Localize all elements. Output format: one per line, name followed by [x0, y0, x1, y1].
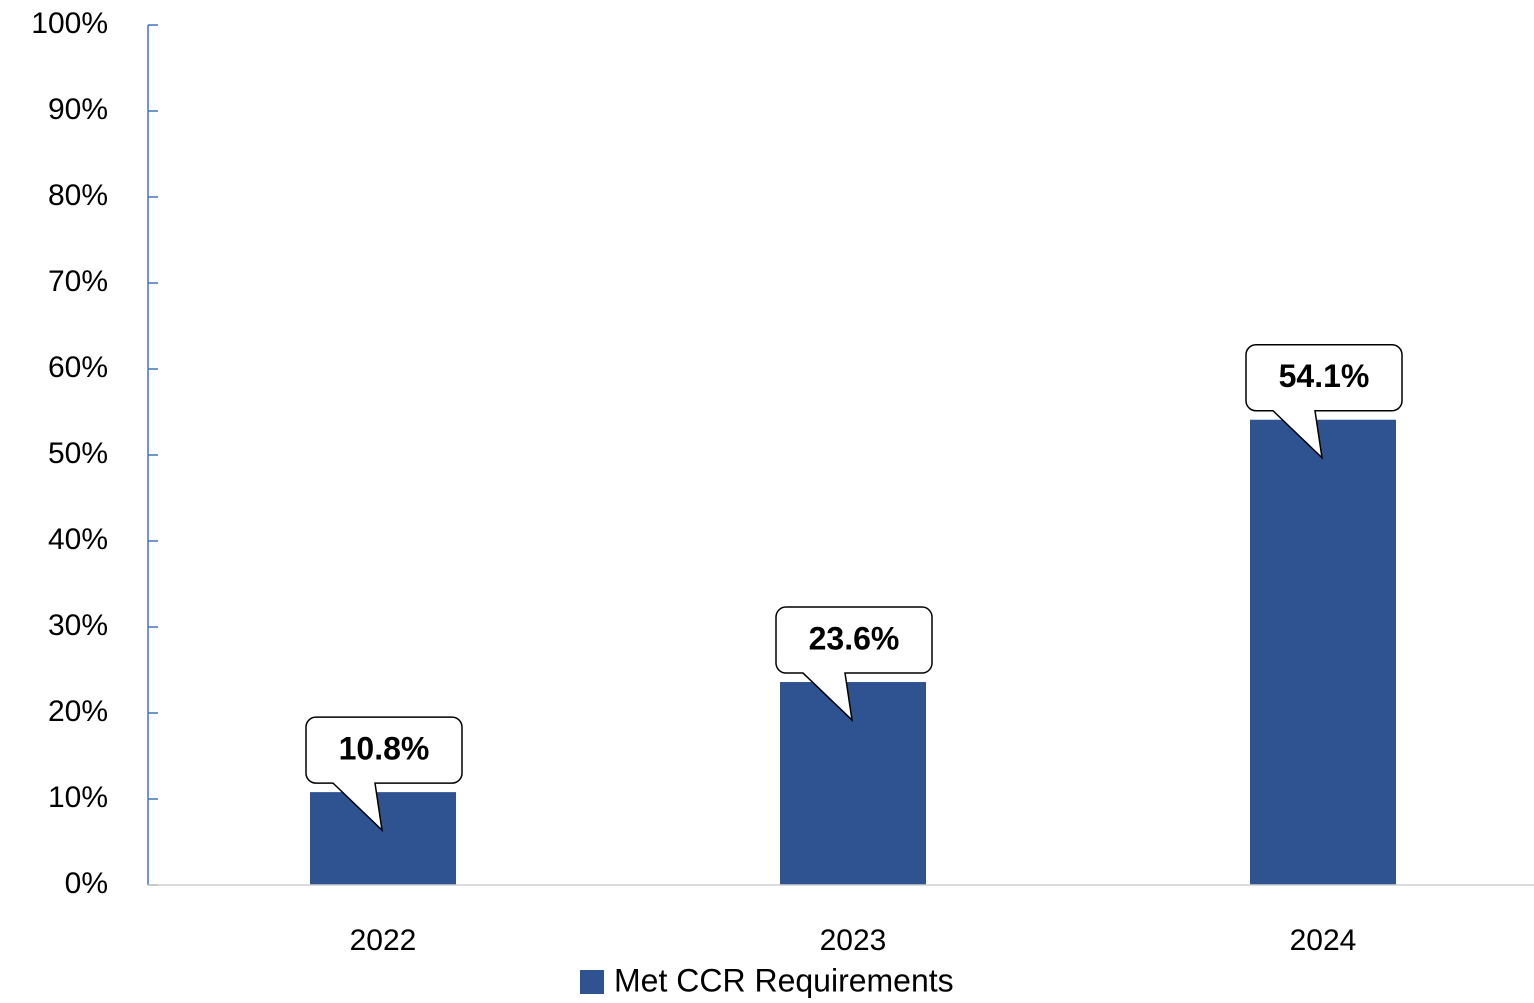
y-tick-label: 60% — [48, 351, 108, 384]
bar — [310, 792, 456, 885]
x-tick-label: 2024 — [1290, 924, 1357, 957]
callout — [305, 716, 463, 833]
callout — [775, 606, 933, 723]
y-tick-label: 90% — [48, 93, 108, 126]
y-tick-label: 100% — [31, 7, 108, 40]
x-tick-label: 2022 — [350, 924, 417, 957]
y-tick-label: 10% — [48, 781, 108, 814]
value-label: 23.6% — [809, 620, 900, 656]
y-tick-label: 30% — [48, 609, 108, 642]
legend-label: Met CCR Requirements — [614, 962, 954, 998]
y-tick-label: 80% — [48, 179, 108, 212]
legend-swatch — [580, 970, 604, 994]
value-label: 10.8% — [339, 731, 430, 767]
y-tick-label: 50% — [48, 437, 108, 470]
y-tick-label: 40% — [48, 523, 108, 556]
y-tick-label: 20% — [48, 695, 108, 728]
value-label: 54.1% — [1279, 358, 1370, 394]
y-tick-label: 0% — [65, 867, 108, 900]
callout — [1245, 343, 1403, 460]
bar — [780, 682, 926, 885]
x-tick-label: 2023 — [820, 924, 887, 957]
y-tick-label: 70% — [48, 265, 108, 298]
bar — [1250, 419, 1396, 885]
